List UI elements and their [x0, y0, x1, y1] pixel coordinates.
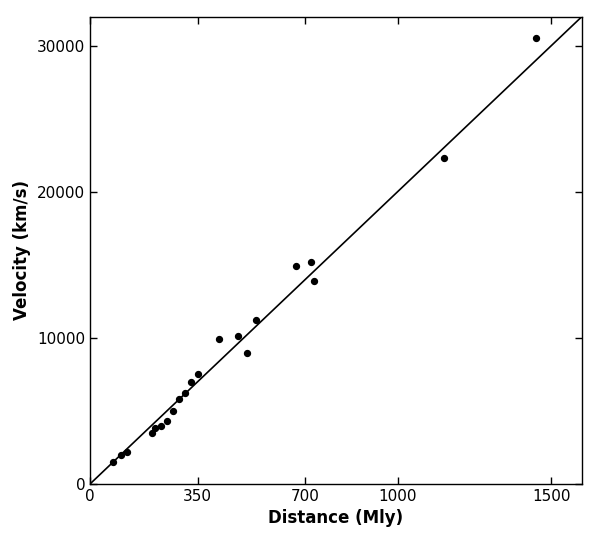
Point	[108, 458, 118, 466]
Point	[439, 154, 448, 163]
Point	[531, 34, 541, 43]
Point	[242, 348, 251, 357]
Point	[291, 262, 301, 271]
Point	[187, 377, 196, 386]
Point	[175, 395, 184, 404]
Point	[214, 335, 224, 344]
Point	[162, 417, 172, 426]
Point	[156, 421, 166, 430]
Point	[150, 424, 160, 433]
Point	[310, 277, 319, 285]
Point	[116, 450, 125, 459]
Point	[233, 332, 242, 341]
Point	[122, 448, 132, 456]
Point	[193, 370, 202, 379]
Point	[251, 316, 261, 324]
X-axis label: Distance (Mly): Distance (Mly)	[268, 509, 404, 527]
Point	[146, 428, 156, 437]
Y-axis label: Velocity (km/s): Velocity (km/s)	[13, 180, 31, 320]
Point	[168, 406, 178, 415]
Point	[307, 257, 316, 266]
Point	[181, 389, 190, 398]
